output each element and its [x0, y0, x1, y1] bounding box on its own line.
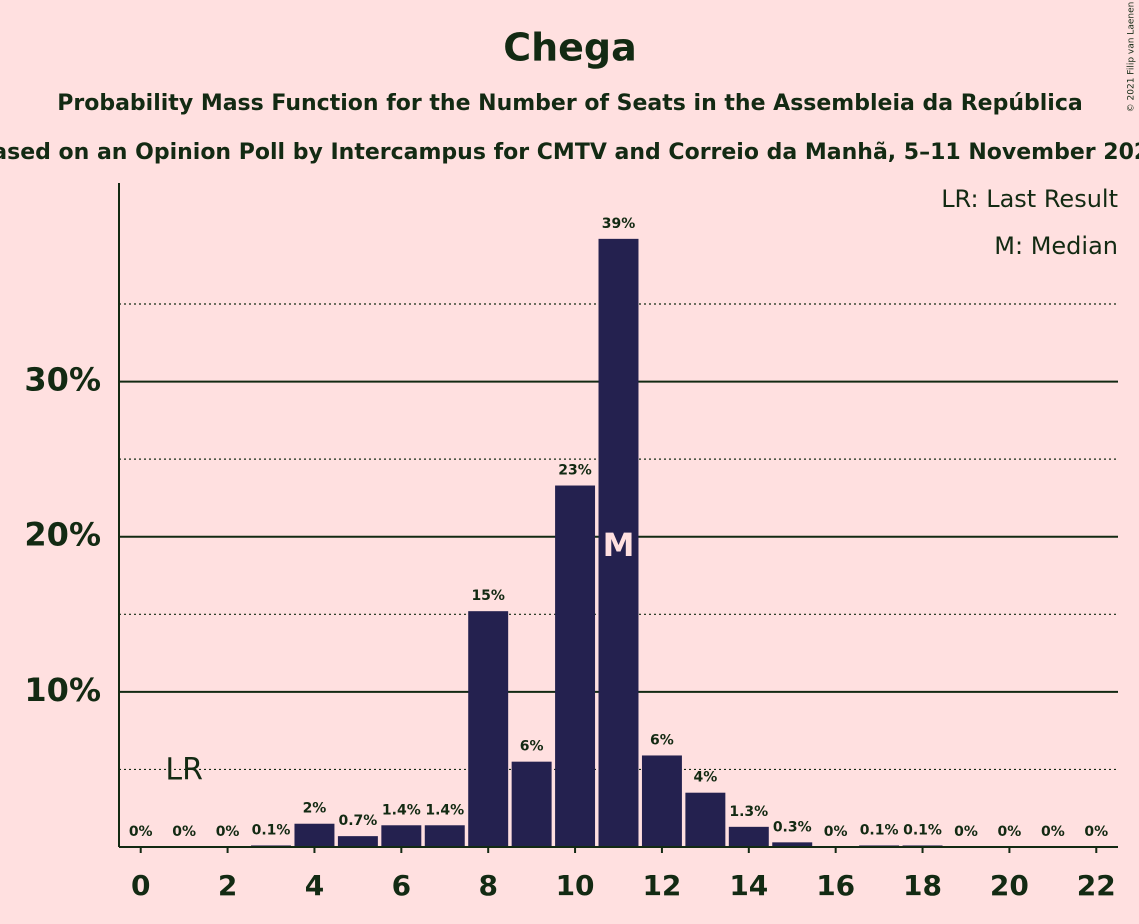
value-label: 0.3%	[773, 819, 812, 835]
chart-subtitle: Based on an Opinion Poll by Intercampus …	[0, 140, 1139, 165]
value-label: 0%	[1084, 824, 1108, 840]
value-label: 39%	[602, 216, 636, 232]
value-label: 0%	[954, 824, 978, 840]
value-label: 1.3%	[729, 804, 768, 820]
value-label: 15%	[471, 588, 505, 604]
value-label: 23%	[558, 463, 592, 479]
value-label: 0%	[172, 824, 196, 840]
last-result-marker: LR	[165, 753, 203, 788]
x-tick-label: 2	[218, 869, 237, 902]
chart-subtitle: Probability Mass Function for the Number…	[57, 91, 1082, 116]
bar	[511, 761, 552, 847]
x-tick-label: 4	[305, 869, 324, 902]
y-tick-label: 20%	[24, 516, 101, 554]
value-label: 0.1%	[252, 822, 291, 838]
value-label: 0.1%	[903, 822, 942, 838]
value-label: 2%	[303, 801, 327, 817]
x-tick-label: 6	[392, 869, 411, 902]
x-tick-label: 8	[478, 869, 497, 902]
value-label: 1.4%	[425, 802, 464, 818]
bar	[772, 842, 813, 847]
x-tick-label: 18	[903, 869, 942, 902]
bar	[337, 836, 378, 847]
value-label: 0%	[998, 824, 1022, 840]
x-tick-label: 0	[131, 869, 150, 902]
y-tick-label: 30%	[24, 361, 101, 399]
legend-entry: LR: Last Result	[941, 185, 1118, 213]
bar	[468, 611, 509, 847]
value-label: 0%	[824, 824, 848, 840]
value-label: 4%	[693, 770, 717, 786]
value-label: 1.4%	[382, 802, 421, 818]
y-tick-label: 10%	[24, 671, 101, 709]
bar	[728, 826, 769, 847]
chart-title: Chega	[503, 26, 637, 70]
bar	[598, 238, 639, 847]
x-tick-label: 10	[556, 869, 595, 902]
bar	[424, 825, 465, 847]
x-tick-label: 20	[990, 869, 1029, 902]
bar	[641, 755, 682, 847]
value-label: 0%	[1041, 824, 1065, 840]
value-label: 6%	[650, 732, 674, 748]
value-label: 0%	[129, 824, 153, 840]
copyright: © 2021 Filip van Laenen	[1127, 2, 1137, 113]
value-label: 6%	[520, 739, 544, 755]
x-tick-label: 12	[642, 869, 681, 902]
x-tick-label: 16	[816, 869, 855, 902]
x-tick-label: 14	[729, 869, 768, 902]
x-tick-label: 22	[1077, 869, 1116, 902]
bar	[685, 792, 726, 847]
bar	[381, 825, 422, 847]
bar	[555, 485, 596, 847]
legend-entry: M: Median	[994, 232, 1118, 260]
bar	[294, 823, 335, 847]
value-label: 0.7%	[338, 813, 377, 829]
median-marker: M	[603, 526, 635, 564]
value-label: 0.1%	[860, 822, 899, 838]
value-label: 0%	[216, 824, 240, 840]
